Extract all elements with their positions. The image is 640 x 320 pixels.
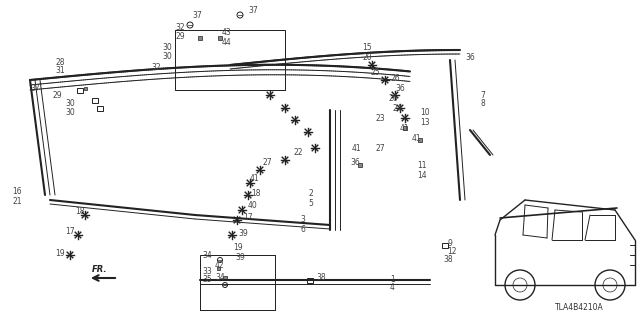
Bar — [92, 98, 98, 102]
Text: 33: 33 — [202, 267, 212, 276]
Bar — [175, 30, 285, 90]
Text: 30: 30 — [65, 108, 75, 116]
Bar — [97, 106, 103, 110]
Text: 27: 27 — [375, 143, 385, 153]
Text: 30: 30 — [65, 99, 75, 108]
Text: 30: 30 — [162, 52, 172, 60]
Text: 7: 7 — [480, 91, 485, 100]
Text: 14: 14 — [417, 171, 427, 180]
Text: 37: 37 — [192, 11, 202, 20]
Text: 18: 18 — [251, 188, 260, 197]
Text: 18: 18 — [75, 207, 84, 217]
Text: 17: 17 — [65, 228, 75, 236]
Bar — [216, 267, 220, 269]
Text: 17: 17 — [243, 213, 253, 222]
Text: 15: 15 — [362, 43, 372, 52]
Text: 23: 23 — [375, 114, 385, 123]
Text: 36: 36 — [350, 157, 360, 166]
Text: 41: 41 — [352, 143, 362, 153]
Text: 34: 34 — [215, 273, 225, 282]
Bar — [358, 163, 362, 167]
Text: 28: 28 — [55, 58, 65, 67]
Text: 40: 40 — [248, 202, 258, 211]
Text: 35: 35 — [202, 276, 212, 284]
Text: 6: 6 — [300, 226, 305, 235]
Bar — [77, 87, 83, 92]
Text: 32: 32 — [175, 22, 184, 31]
Text: FR.: FR. — [92, 265, 108, 274]
Text: 38: 38 — [316, 274, 326, 283]
Text: 27: 27 — [262, 157, 271, 166]
Text: 9: 9 — [447, 238, 452, 247]
Text: 29: 29 — [52, 91, 61, 100]
Text: 4: 4 — [390, 284, 395, 292]
Text: 43: 43 — [222, 28, 232, 36]
Text: 26: 26 — [390, 74, 399, 83]
Text: 1: 1 — [390, 276, 395, 284]
Bar — [198, 36, 202, 40]
Text: 22: 22 — [293, 148, 303, 156]
Text: 16: 16 — [12, 188, 22, 196]
Text: 38: 38 — [443, 255, 452, 265]
Text: 34: 34 — [202, 252, 212, 260]
Text: 41: 41 — [400, 124, 410, 132]
Bar — [307, 277, 313, 283]
Bar — [223, 276, 227, 280]
Text: 24: 24 — [392, 103, 402, 113]
Text: 12: 12 — [447, 246, 456, 255]
Text: 41: 41 — [250, 173, 260, 182]
Bar — [418, 138, 422, 142]
Text: 32: 32 — [151, 62, 161, 71]
Text: 5: 5 — [308, 198, 313, 207]
Bar — [200, 255, 275, 310]
Text: 8: 8 — [480, 99, 484, 108]
Text: 29: 29 — [175, 31, 184, 41]
Bar — [83, 86, 86, 90]
Text: 10: 10 — [420, 108, 429, 116]
Text: 11: 11 — [417, 161, 426, 170]
Text: 25: 25 — [370, 68, 380, 76]
Bar — [218, 36, 222, 40]
Text: 39: 39 — [235, 253, 244, 262]
Text: 37: 37 — [30, 84, 40, 92]
Text: 44: 44 — [222, 37, 232, 46]
Text: 37: 37 — [248, 5, 258, 14]
Text: 36: 36 — [395, 84, 404, 92]
Text: 26: 26 — [388, 93, 397, 102]
Text: 39: 39 — [238, 228, 248, 237]
Text: 13: 13 — [420, 117, 429, 126]
Text: 30: 30 — [162, 43, 172, 52]
Text: 21: 21 — [12, 197, 22, 206]
Text: 19: 19 — [233, 243, 243, 252]
Bar — [175, 30, 285, 90]
Text: 31: 31 — [55, 66, 65, 75]
Text: 3: 3 — [300, 215, 305, 225]
Text: 41: 41 — [412, 133, 422, 142]
Text: 36: 36 — [465, 52, 475, 61]
Bar — [442, 243, 448, 247]
Text: 2: 2 — [308, 188, 313, 197]
Bar — [403, 126, 407, 130]
Bar — [200, 255, 275, 310]
Text: 20: 20 — [362, 52, 372, 61]
Text: TLA4B4210A: TLA4B4210A — [555, 303, 604, 313]
Text: 42: 42 — [215, 260, 225, 269]
Text: 19: 19 — [55, 249, 65, 258]
